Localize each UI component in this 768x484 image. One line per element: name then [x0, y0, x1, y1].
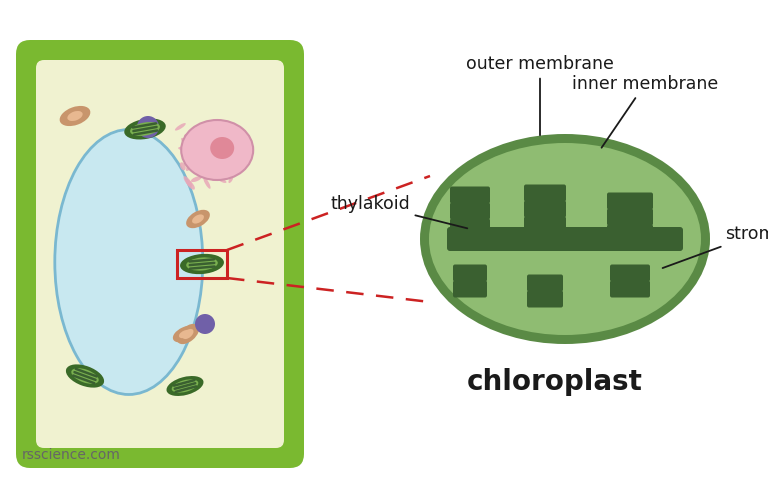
- FancyBboxPatch shape: [524, 200, 566, 217]
- Ellipse shape: [180, 162, 186, 170]
- FancyBboxPatch shape: [16, 40, 304, 468]
- Ellipse shape: [183, 329, 194, 339]
- FancyBboxPatch shape: [447, 227, 683, 251]
- Text: rsscience.com: rsscience.com: [22, 448, 121, 462]
- Ellipse shape: [55, 130, 203, 394]
- Ellipse shape: [66, 364, 104, 388]
- Bar: [177, 250, 227, 278]
- Ellipse shape: [184, 176, 192, 187]
- Ellipse shape: [186, 210, 210, 228]
- Ellipse shape: [203, 171, 217, 177]
- Ellipse shape: [228, 176, 233, 183]
- Ellipse shape: [420, 134, 710, 344]
- Ellipse shape: [210, 137, 234, 159]
- Ellipse shape: [60, 106, 91, 126]
- Ellipse shape: [178, 147, 185, 150]
- FancyBboxPatch shape: [450, 202, 490, 220]
- Ellipse shape: [191, 176, 202, 182]
- Text: thylakoid: thylakoid: [330, 195, 467, 228]
- Text: inner membrane: inner membrane: [572, 75, 718, 148]
- Text: outer membrane: outer membrane: [466, 55, 614, 135]
- Ellipse shape: [429, 143, 701, 335]
- Ellipse shape: [195, 124, 206, 132]
- FancyBboxPatch shape: [450, 218, 490, 236]
- FancyBboxPatch shape: [527, 290, 563, 307]
- Ellipse shape: [68, 111, 83, 121]
- Ellipse shape: [204, 177, 210, 189]
- FancyBboxPatch shape: [607, 209, 653, 226]
- FancyBboxPatch shape: [524, 232, 566, 249]
- Ellipse shape: [137, 116, 159, 138]
- Ellipse shape: [186, 180, 195, 190]
- Ellipse shape: [175, 123, 186, 131]
- FancyBboxPatch shape: [524, 216, 566, 233]
- Ellipse shape: [167, 376, 204, 396]
- Ellipse shape: [218, 178, 227, 183]
- Ellipse shape: [130, 122, 160, 136]
- Ellipse shape: [181, 120, 253, 180]
- FancyBboxPatch shape: [527, 274, 563, 291]
- Ellipse shape: [180, 254, 224, 274]
- Ellipse shape: [172, 379, 198, 393]
- Ellipse shape: [184, 134, 190, 140]
- FancyBboxPatch shape: [453, 281, 487, 298]
- FancyBboxPatch shape: [607, 193, 653, 210]
- Ellipse shape: [186, 257, 218, 271]
- FancyBboxPatch shape: [524, 184, 566, 201]
- Ellipse shape: [211, 172, 216, 181]
- FancyBboxPatch shape: [607, 225, 653, 242]
- Ellipse shape: [181, 138, 190, 147]
- Ellipse shape: [192, 214, 204, 224]
- FancyBboxPatch shape: [610, 281, 650, 298]
- Ellipse shape: [124, 119, 166, 139]
- FancyBboxPatch shape: [36, 60, 284, 448]
- Ellipse shape: [71, 368, 99, 384]
- Ellipse shape: [173, 326, 197, 342]
- Text: stroma: stroma: [663, 225, 768, 268]
- Ellipse shape: [177, 324, 199, 344]
- FancyBboxPatch shape: [453, 264, 487, 282]
- Text: chloroplast: chloroplast: [467, 368, 643, 396]
- Ellipse shape: [179, 330, 191, 338]
- FancyBboxPatch shape: [610, 264, 650, 282]
- FancyBboxPatch shape: [450, 186, 490, 203]
- Ellipse shape: [195, 314, 215, 334]
- Ellipse shape: [186, 163, 193, 171]
